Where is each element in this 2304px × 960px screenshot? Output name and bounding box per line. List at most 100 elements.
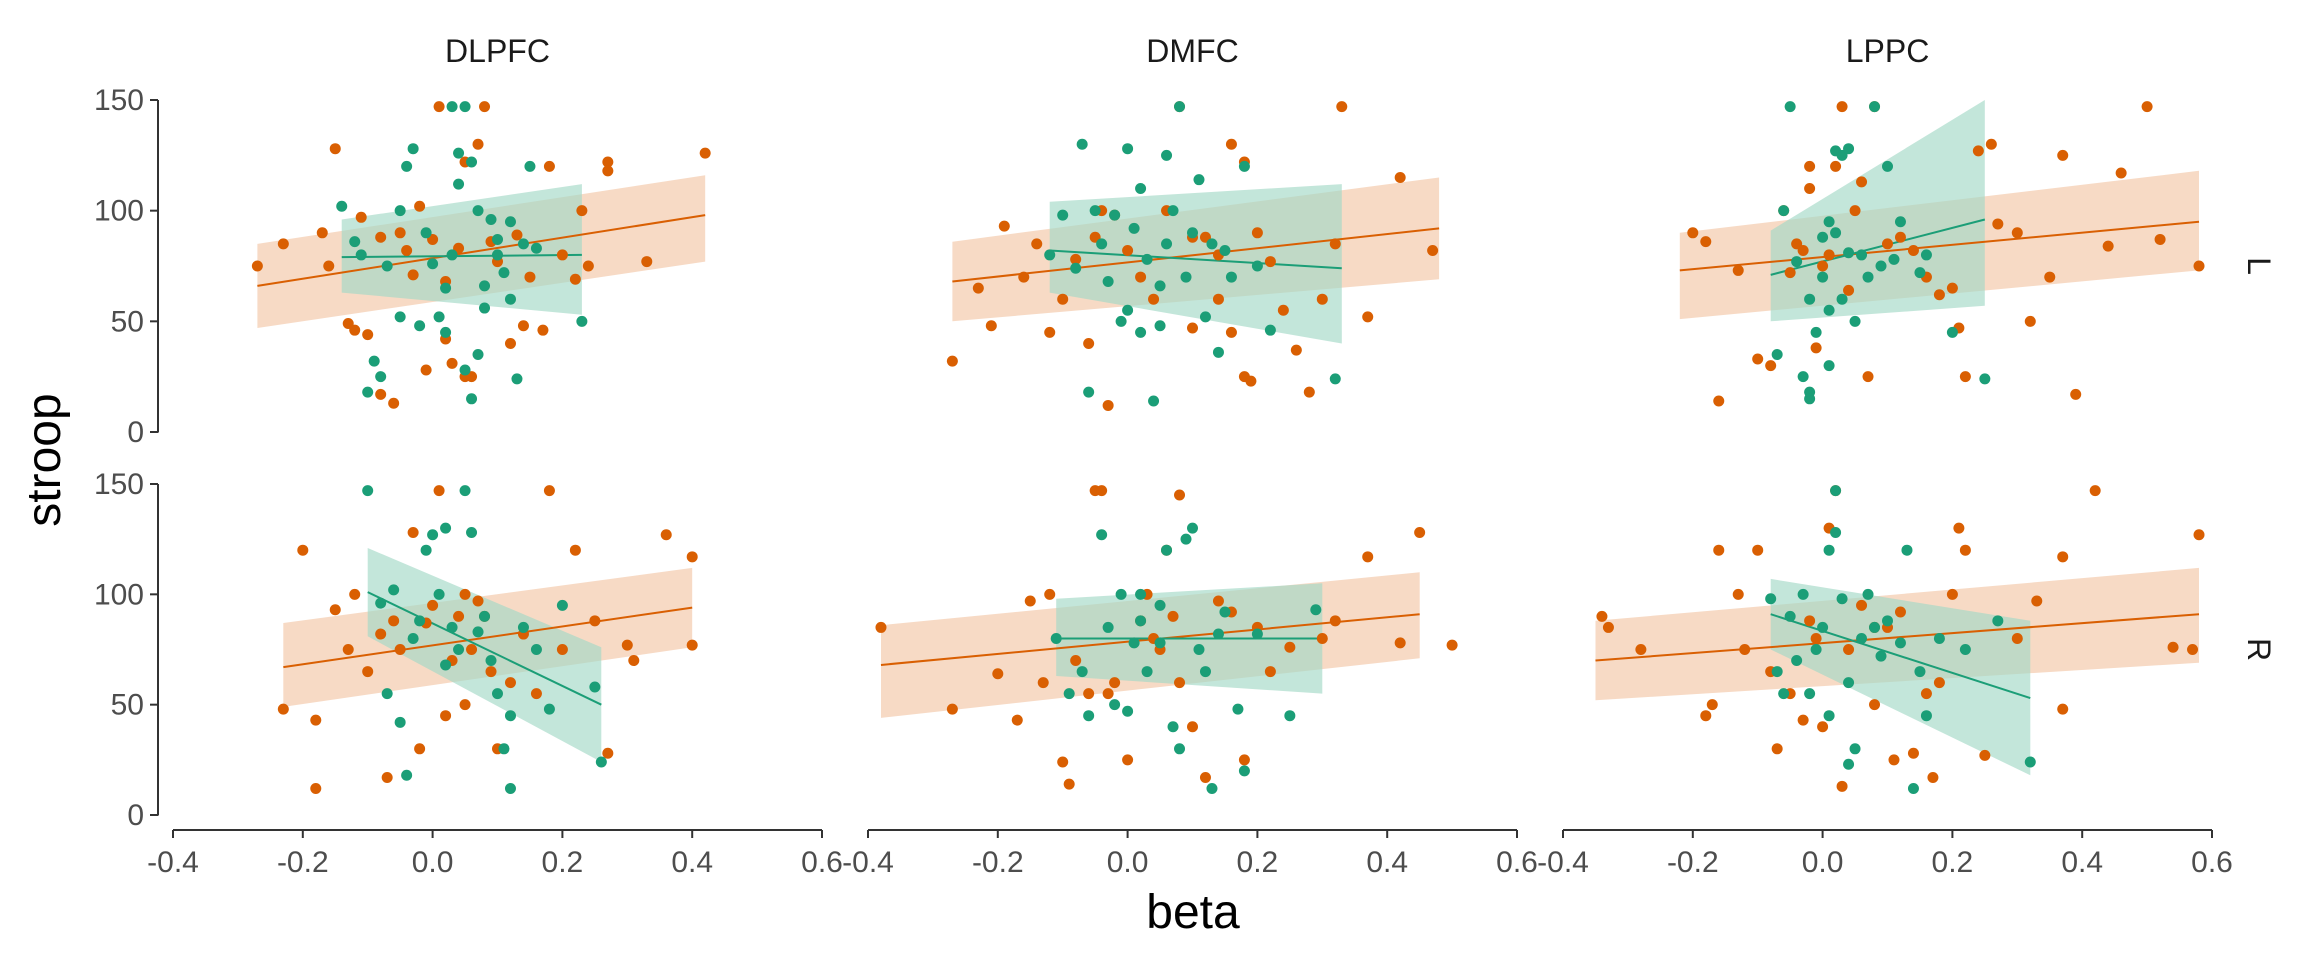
data-point (342, 644, 354, 655)
data-point (1044, 326, 1056, 338)
data-point (1843, 247, 1855, 259)
data-point (1057, 209, 1069, 221)
data-point (394, 227, 406, 239)
data-point (1037, 677, 1049, 689)
data-point (517, 320, 529, 332)
data-point (1277, 304, 1289, 316)
data-point (1784, 101, 1796, 113)
data-point (329, 604, 341, 616)
panel-lppc-r (1595, 485, 2205, 795)
data-point (543, 160, 555, 172)
data-point (1122, 705, 1134, 717)
fit-line (1770, 218, 1986, 276)
data-point (329, 143, 341, 155)
data-point (1316, 632, 1328, 644)
data-point (504, 216, 516, 228)
data-point (1076, 138, 1088, 150)
data-point (472, 595, 484, 607)
data-point (1687, 227, 1699, 239)
data-point (517, 238, 529, 250)
panels-layer (251, 100, 2205, 795)
data-point (1856, 599, 1868, 611)
data-point (375, 231, 387, 243)
data-point (1843, 758, 1855, 770)
data-point (2167, 641, 2179, 653)
data-point (466, 156, 478, 168)
data-point (2187, 644, 2199, 655)
data-point (1765, 360, 1777, 372)
data-point (1843, 143, 1855, 155)
data-point (492, 249, 503, 261)
data-point (1739, 644, 1751, 655)
fit-line (341, 253, 582, 259)
data-point (388, 615, 400, 627)
data-point (1096, 485, 1108, 497)
data-point (1018, 271, 1030, 283)
data-point (420, 227, 432, 239)
x-tick-label: -0.2 (972, 846, 1024, 879)
data-point (1992, 615, 2004, 627)
data-point (1823, 710, 1835, 722)
data-point (2141, 101, 2153, 113)
data-point (1602, 621, 1614, 633)
x-tick-label: 0.4 (2061, 846, 2103, 879)
data-point (1251, 628, 1263, 640)
data-point (1122, 304, 1134, 316)
data-point (297, 544, 309, 556)
data-point (504, 293, 516, 305)
data-point (1174, 489, 1186, 501)
data-point (972, 282, 984, 294)
data-point (1187, 227, 1198, 239)
data-point (1011, 714, 1023, 726)
data-point (1869, 621, 1881, 633)
data-point (537, 324, 549, 336)
data-point (2011, 632, 2023, 644)
data-point (1817, 271, 1829, 283)
data-point (1063, 688, 1075, 700)
data-point (394, 205, 406, 217)
data-point (1141, 666, 1153, 678)
data-point (1752, 544, 1764, 556)
data-point (1251, 227, 1263, 239)
data-point (459, 485, 471, 497)
data-point (492, 233, 503, 245)
data-point (1901, 544, 1913, 556)
data-point (1044, 249, 1056, 261)
data-point (1193, 174, 1205, 186)
y-tick-label: 50 (111, 305, 144, 338)
data-point (1102, 621, 1114, 633)
data-point (1102, 399, 1114, 411)
data-point (686, 551, 698, 563)
data-point (1856, 632, 1868, 644)
data-point (1810, 342, 1822, 354)
data-point (1836, 101, 1848, 113)
facet-column-label: DLPFC (445, 33, 550, 69)
data-point (1830, 160, 1842, 172)
data-point (2193, 260, 2205, 272)
data-point (543, 703, 555, 715)
data-point (349, 588, 361, 600)
data-point (1187, 721, 1198, 733)
data-point (349, 236, 361, 248)
data-point (2070, 388, 2082, 400)
data-point (414, 200, 426, 212)
data-point (1817, 621, 1829, 633)
data-point (472, 205, 484, 217)
data-point (1953, 522, 1965, 534)
data-point (1109, 209, 1121, 221)
data-point (362, 386, 374, 398)
panel-lppc-l (1679, 100, 2205, 407)
data-point (1362, 551, 1374, 563)
x-tick-label: -0.2 (1667, 846, 1719, 879)
data-point (446, 357, 458, 369)
data-point (1174, 743, 1186, 755)
data-point (472, 349, 484, 361)
data-point (1083, 337, 1095, 349)
data-point (453, 644, 465, 655)
data-point (1083, 386, 1095, 398)
data-point (1920, 249, 1932, 261)
data-point (1219, 606, 1231, 618)
data-point (1122, 245, 1134, 257)
